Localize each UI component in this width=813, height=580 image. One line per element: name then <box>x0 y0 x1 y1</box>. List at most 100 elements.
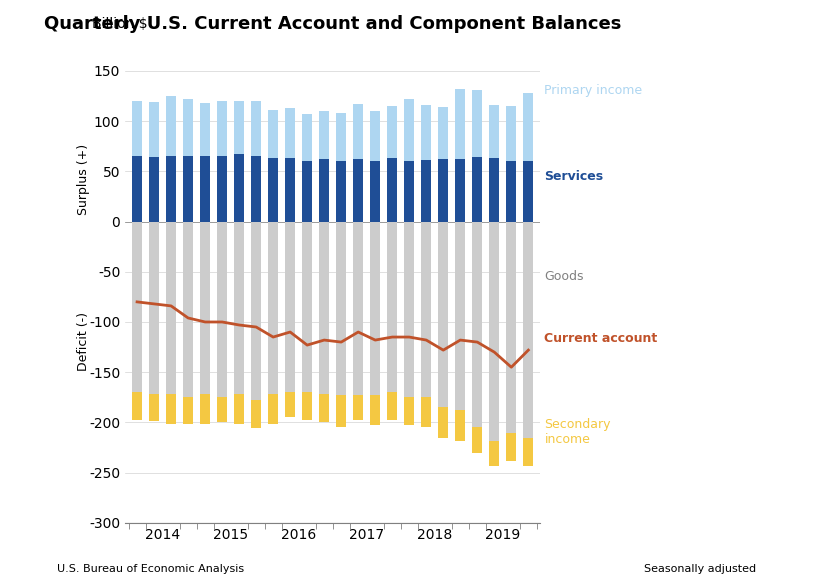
Bar <box>183 222 193 397</box>
Bar <box>524 437 533 466</box>
Bar <box>251 156 261 222</box>
Bar <box>200 156 211 222</box>
Bar <box>166 394 176 425</box>
Bar <box>438 107 449 159</box>
Bar <box>336 396 346 427</box>
Bar <box>353 104 363 159</box>
Bar <box>319 159 329 222</box>
Bar <box>166 96 176 156</box>
Bar <box>234 101 244 154</box>
Bar <box>251 222 261 400</box>
Bar <box>370 222 380 396</box>
Text: Goods: Goods <box>545 270 584 283</box>
Bar <box>149 157 159 222</box>
Bar <box>268 158 278 222</box>
Bar <box>166 156 176 222</box>
Bar <box>285 158 295 222</box>
Bar <box>234 222 244 394</box>
Bar <box>421 160 432 222</box>
Bar <box>149 102 159 157</box>
Title: Quarterly U.S. Current Account and Component Balances: Quarterly U.S. Current Account and Compo… <box>44 15 621 33</box>
Bar <box>149 222 159 394</box>
Bar <box>472 222 482 427</box>
Bar <box>472 157 482 222</box>
Bar <box>421 105 432 160</box>
Bar <box>302 161 312 222</box>
Text: Secondary
income: Secondary income <box>545 418 611 446</box>
Bar <box>319 111 329 159</box>
Bar <box>234 154 244 222</box>
Bar <box>438 222 449 407</box>
Bar <box>183 99 193 156</box>
Bar <box>132 222 142 392</box>
Bar <box>132 156 142 222</box>
Bar <box>319 222 329 394</box>
Bar <box>489 105 499 158</box>
Bar <box>455 222 465 411</box>
Bar <box>217 101 227 156</box>
Text: Surplus (+): Surplus (+) <box>77 144 90 215</box>
Bar <box>302 392 312 420</box>
Text: Billion $: Billion $ <box>92 17 148 31</box>
Bar <box>489 441 499 466</box>
Text: Current account: Current account <box>545 332 658 345</box>
Bar <box>217 397 227 422</box>
Bar <box>200 103 211 156</box>
Bar <box>132 392 142 420</box>
Bar <box>217 156 227 222</box>
Bar <box>421 397 432 427</box>
Bar <box>149 394 159 422</box>
Bar <box>370 161 380 222</box>
Bar <box>506 161 516 222</box>
Bar <box>353 396 363 420</box>
Bar <box>421 222 432 397</box>
Bar <box>506 433 516 461</box>
Text: U.S. Bureau of Economic Analysis: U.S. Bureau of Economic Analysis <box>57 564 244 574</box>
Bar <box>489 158 499 222</box>
Bar <box>370 111 380 161</box>
Bar <box>234 394 244 425</box>
Bar <box>268 222 278 394</box>
Bar <box>302 114 312 161</box>
Bar <box>285 108 295 158</box>
Bar <box>268 110 278 158</box>
Bar <box>438 159 449 222</box>
Bar <box>404 222 415 397</box>
Bar <box>285 222 295 392</box>
Bar <box>472 427 482 452</box>
Bar <box>455 159 465 222</box>
Bar <box>217 222 227 397</box>
Text: Primary income: Primary income <box>545 84 642 97</box>
Bar <box>455 411 465 441</box>
Bar <box>319 394 329 422</box>
Bar <box>438 407 449 437</box>
Bar <box>268 394 278 425</box>
Bar <box>251 101 261 156</box>
Bar <box>336 222 346 396</box>
Bar <box>183 156 193 222</box>
Bar <box>166 222 176 394</box>
Bar <box>489 222 499 441</box>
Bar <box>404 99 415 161</box>
Bar <box>472 90 482 157</box>
Bar <box>336 113 346 161</box>
Bar <box>132 101 142 156</box>
Bar <box>302 222 312 392</box>
Bar <box>353 159 363 222</box>
Bar <box>387 392 398 420</box>
Text: Seasonally adjusted: Seasonally adjusted <box>644 564 756 574</box>
Bar <box>455 89 465 159</box>
Bar <box>183 397 193 425</box>
Bar <box>387 158 398 222</box>
Bar <box>200 222 211 394</box>
Bar <box>387 106 398 158</box>
Bar <box>524 93 533 161</box>
Bar <box>336 161 346 222</box>
Bar <box>404 161 415 222</box>
Bar <box>370 396 380 426</box>
Text: Deficit (-): Deficit (-) <box>77 312 90 371</box>
Bar <box>387 222 398 392</box>
Bar <box>524 161 533 222</box>
Text: Services: Services <box>545 170 603 183</box>
Bar <box>200 394 211 425</box>
